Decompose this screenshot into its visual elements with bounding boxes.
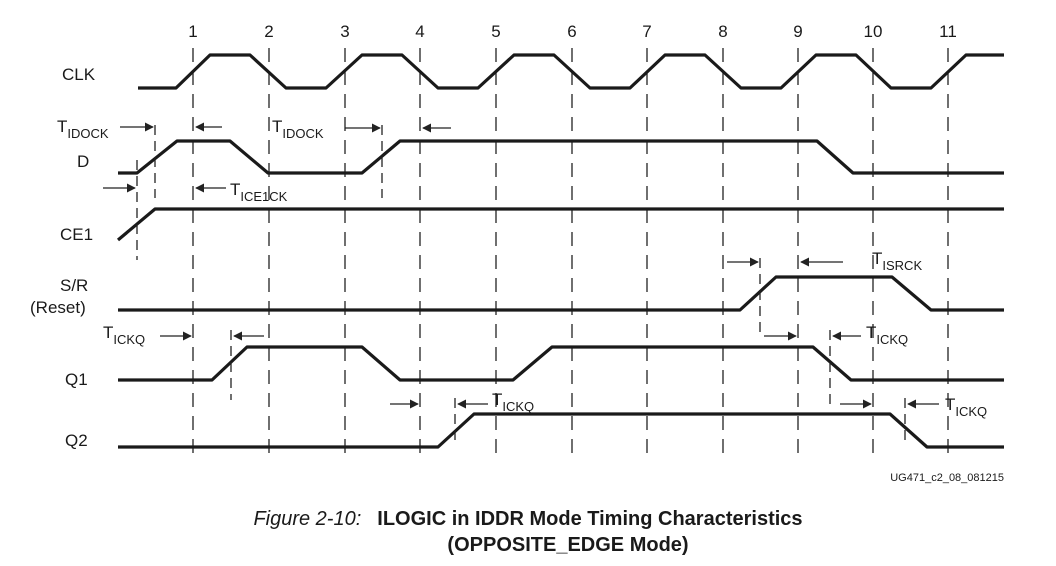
figure-title: ILOGIC in IDDR Mode Timing Characteristi… (377, 508, 803, 530)
timing-label-tickq-2: TICKQ (866, 323, 908, 347)
signal-label-d: D (77, 152, 89, 171)
cycle-label: 4 (415, 22, 424, 41)
waveform-q2 (118, 412, 1004, 449)
cycle-label: 9 (793, 22, 802, 41)
cycle-label: 2 (264, 22, 273, 41)
waveform-sr (118, 275, 1004, 312)
waveform-q1 (118, 345, 1004, 382)
timing-diagram: 1 2 3 4 5 6 7 8 9 10 11 CLK D CE1 S/R (R… (30, 22, 1004, 484)
cycle-label: 3 (340, 22, 349, 41)
figure-number: Figure 2-10: (253, 508, 362, 530)
waveform-clk (138, 53, 1004, 90)
timing-label-tickq-1: TICKQ (103, 323, 145, 347)
timing-markers (136, 125, 906, 440)
signal-label-sr-reset: (Reset) (30, 298, 86, 317)
cycle-label: 7 (642, 22, 651, 41)
figure-subtitle: (OPPOSITE_EDGE Mode) (447, 534, 689, 556)
timing-label-tidock-2: TIDOCK (272, 117, 324, 141)
figure-caption-line2: (OPPOSITE_EDGE Mode) (0, 533, 1056, 557)
timing-arrows (103, 122, 939, 409)
reference-id: UG471_c2_08_081215 (890, 472, 1004, 484)
cycle-label: 5 (491, 22, 500, 41)
signal-label-q1: Q1 (65, 370, 88, 389)
cycle-label: 8 (718, 22, 727, 41)
cycle-label: 10 (864, 22, 883, 41)
cycle-label: 1 (188, 22, 197, 41)
timing-label-tickq-4: TICKQ (945, 395, 987, 419)
figure-caption: Figure 2-10: ILOGIC in IDDR Mode Timing C… (0, 507, 1056, 531)
timing-label-tidock-1: TIDOCK (57, 117, 109, 141)
signal-label-clk: CLK (62, 65, 96, 84)
cycle-label: 11 (939, 22, 957, 41)
timing-label-tickq-3: TICKQ (492, 390, 534, 414)
signal-label-ce1: CE1 (60, 225, 93, 244)
waveform-d (118, 139, 1004, 175)
signal-label-sr: S/R (60, 276, 88, 295)
clock-edge-guides (192, 48, 949, 455)
signal-label-q2: Q2 (65, 431, 88, 450)
waveform-ce1 (116, 207, 1004, 242)
timing-label-tice1ck: TICE1CK (230, 180, 288, 204)
timing-label-tisrck: TISRCK (872, 249, 922, 273)
cycle-label: 6 (567, 22, 576, 41)
